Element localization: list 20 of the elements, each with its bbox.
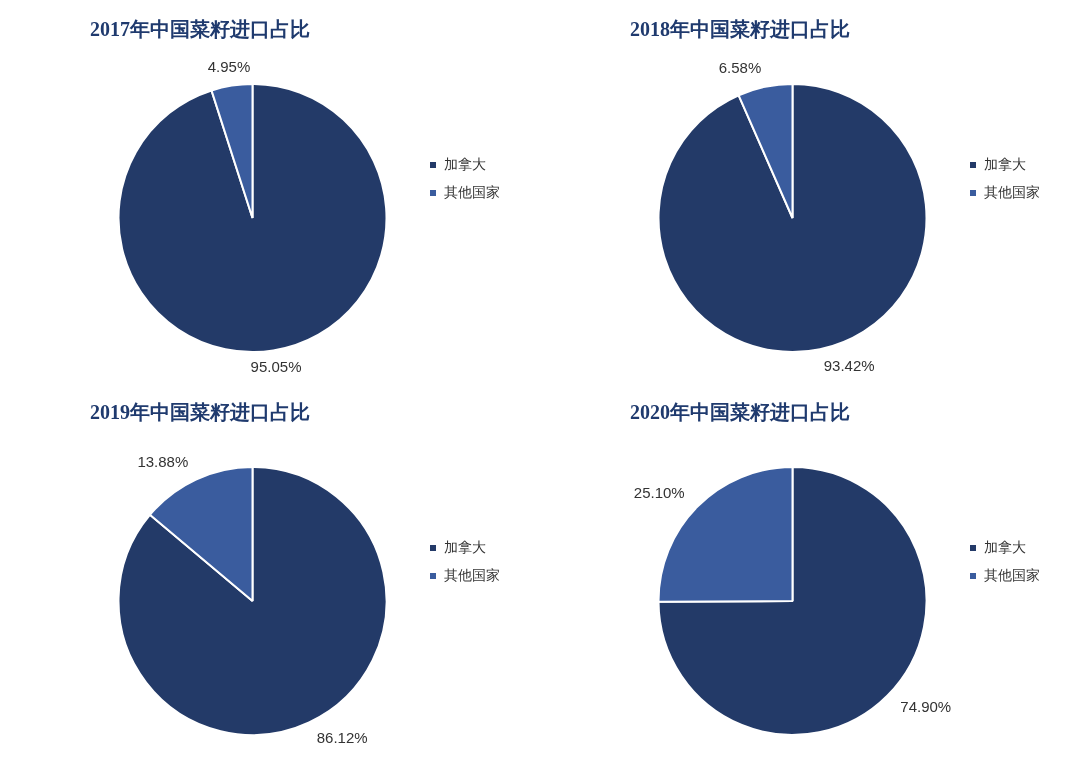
data-label: 6.58% <box>718 59 762 77</box>
data-label: 86.12% <box>316 728 368 746</box>
chart-title: 2017年中国菜籽进口占比 <box>90 18 310 41</box>
data-label: 13.88% <box>137 453 189 471</box>
data-label: 74.90% <box>900 698 952 716</box>
chart-title: 2018年中国菜籽进口占比 <box>630 18 850 41</box>
chart-title: 2020年中国菜籽进口占比 <box>630 401 850 424</box>
data-label: 25.10% <box>633 484 685 501</box>
legend-label: 其他国家 <box>444 183 500 200</box>
chart-title: 2019年中国菜籽进口占比 <box>90 401 310 424</box>
legend-label: 加拿大 <box>444 155 486 172</box>
legend-label: 加拿大 <box>444 538 486 555</box>
legend-label: 其他国家 <box>984 566 1040 583</box>
legend-label: 其他国家 <box>444 566 500 583</box>
data-label: 4.95% <box>207 57 251 75</box>
data-label: 95.05% <box>250 358 302 376</box>
legend-label: 其他国家 <box>984 183 1040 200</box>
legend-label: 加拿大 <box>984 155 1026 172</box>
legend-label: 加拿大 <box>984 538 1026 555</box>
data-label: 93.42% <box>823 356 875 374</box>
